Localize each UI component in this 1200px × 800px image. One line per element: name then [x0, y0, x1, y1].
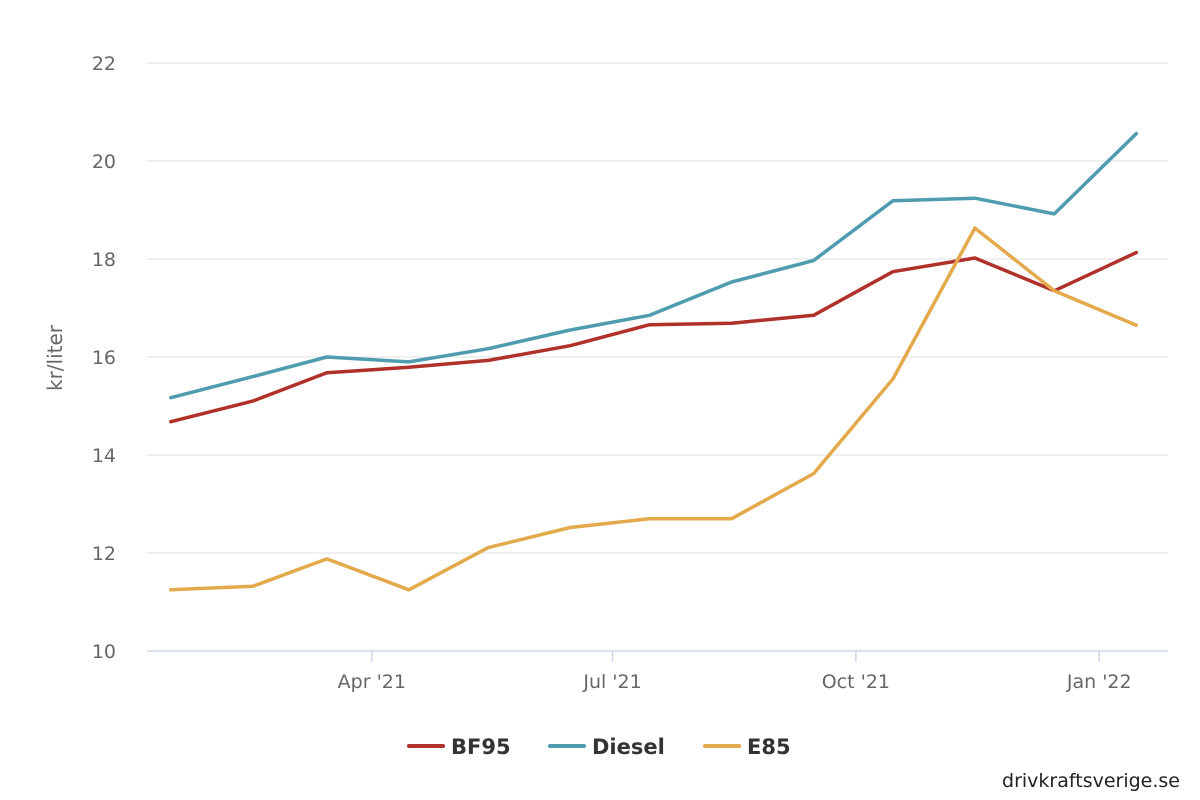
legend-item-diesel[interactable]: Diesel: [548, 735, 665, 759]
series-line-diesel: [169, 131, 1139, 400]
y-tick-label: 10: [92, 641, 116, 663]
x-axis: Apr '21 Jul '21 Oct '21 Jan '22: [147, 650, 1168, 693]
y-tick-label: 18: [92, 249, 116, 271]
y-tick-label: 14: [92, 445, 116, 467]
x-tick-label: Apr '21: [338, 671, 406, 693]
legend-label: BF95: [451, 735, 511, 759]
x-tick-label: Jan '22: [1066, 671, 1132, 693]
y-tick-label: 12: [92, 543, 116, 565]
legend-label: Diesel: [592, 735, 665, 759]
x-tick-label: Jul '21: [582, 671, 641, 693]
y-axis-title: kr/liter: [43, 324, 67, 391]
series-line-e85: [169, 226, 1139, 592]
x-tick-label: Oct '21: [822, 671, 890, 693]
y-tick-label: 16: [92, 347, 116, 369]
grid-lines: [147, 62, 1168, 554]
source-credit: drivkraftsverige.se: [1002, 770, 1180, 792]
legend-item-e85[interactable]: E85: [703, 735, 791, 759]
legend-item-bf95[interactable]: BF95: [407, 735, 511, 759]
y-axis-ticks: 10 12 14 16 18 20 22: [92, 53, 116, 663]
y-tick-label: 22: [92, 53, 116, 75]
series-line-bf95: [169, 250, 1139, 424]
series-lines: [169, 131, 1139, 592]
legend-label: E85: [747, 735, 791, 759]
y-tick-label: 20: [92, 151, 116, 173]
legend: BF95 Diesel E85: [407, 735, 791, 759]
